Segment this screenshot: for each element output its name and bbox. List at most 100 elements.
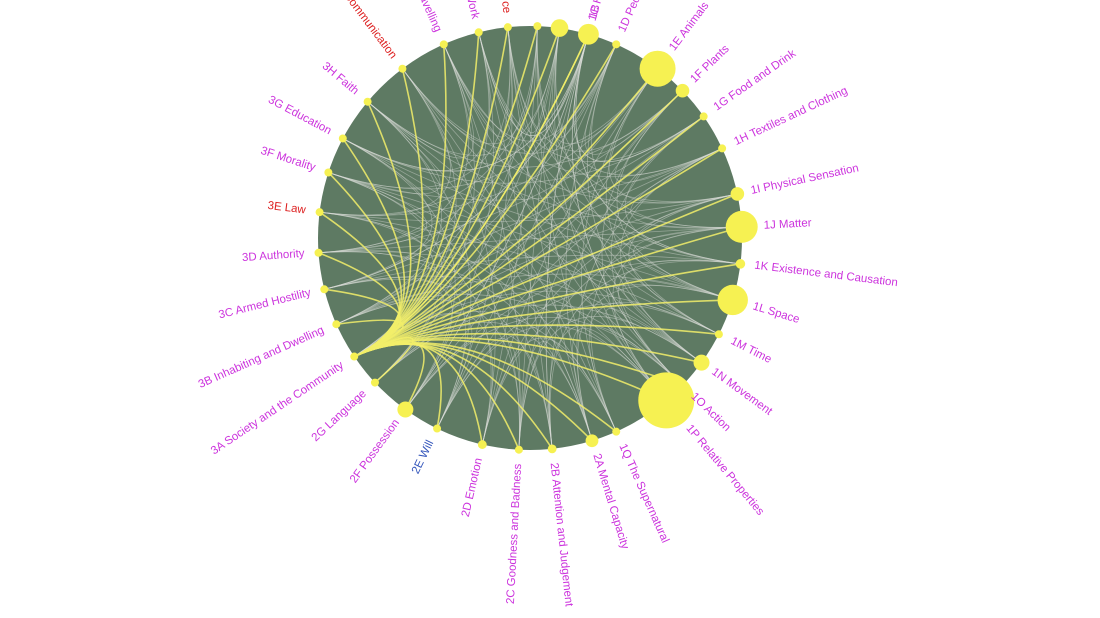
node-circle[interactable]: [699, 112, 708, 121]
chord-link-grey: [336, 273, 733, 325]
node-circle[interactable]: [363, 97, 372, 106]
node-circle[interactable]: [332, 320, 341, 329]
node-circle[interactable]: [314, 248, 323, 257]
chord-link-grey: [575, 34, 741, 265]
node-circle[interactable]: [338, 134, 347, 143]
chord-link-grey: [630, 148, 742, 229]
chord-link-grey: [478, 32, 553, 449]
chord-link-grey: [555, 28, 733, 301]
node-circle[interactable]: [612, 40, 621, 49]
node-circle[interactable]: [533, 22, 542, 31]
chord-link-grey: [328, 27, 511, 189]
node-circle[interactable]: [675, 83, 690, 98]
node-circle[interactable]: [735, 259, 746, 269]
node-circle[interactable]: [477, 440, 487, 449]
chord-link-grey: [605, 68, 720, 335]
chord-link-grey: [342, 32, 491, 172]
chord-link-grey: [328, 148, 723, 201]
node-label: 2A Mental Capacity: [590, 452, 631, 550]
node-circle[interactable]: [717, 284, 748, 316]
chord-link-grey: [590, 193, 738, 432]
chord-link-grey: [507, 27, 560, 134]
chord-link-grey: [536, 26, 738, 202]
chord-link-grey: [374, 319, 473, 429]
node-label: 3G Education: [266, 94, 333, 137]
node-label: 1M Time: [729, 335, 774, 366]
chord-link-grey: [367, 101, 593, 441]
chord-link-grey: [612, 226, 742, 401]
node-circle[interactable]: [725, 210, 758, 243]
node-circle[interactable]: [315, 208, 324, 217]
chord-link-grey: [443, 44, 667, 401]
chord-link-grey: [581, 68, 658, 432]
chord-link-grey: [587, 44, 702, 363]
node-label: Work: [463, 0, 481, 20]
chord-link-grey: [443, 44, 733, 301]
node-label: ce: [499, 1, 512, 14]
chord-link-grey: [443, 44, 723, 178]
node-circle[interactable]: [514, 445, 523, 454]
node-circle[interactable]: [320, 285, 329, 294]
chord-link-grey: [318, 226, 742, 254]
chord-link-grey: [374, 226, 742, 383]
node-circle[interactable]: [474, 28, 483, 37]
chord-link-grey: [328, 172, 733, 301]
chord-link-grey: [342, 138, 741, 265]
chord-link-grey: [328, 44, 617, 190]
node-circle[interactable]: [638, 372, 695, 429]
node-circle[interactable]: [639, 50, 676, 87]
chord-link-grey: [336, 101, 442, 325]
chord-link-grey: [436, 325, 667, 429]
node-circle[interactable]: [730, 187, 745, 201]
chord-link-grey: [405, 260, 741, 410]
chord-link-grey: [328, 172, 520, 450]
chord-link-grey: [318, 251, 466, 429]
node-circle[interactable]: [370, 378, 379, 387]
node-label: 1B: [587, 3, 603, 20]
chord-link-grey: [507, 27, 593, 441]
chord-link-yellow: [353, 336, 414, 384]
node-circle[interactable]: [503, 23, 512, 32]
node-circle[interactable]: [397, 401, 414, 418]
node-circle[interactable]: [585, 434, 599, 448]
chord-link-grey: [402, 68, 496, 445]
chord-link-grey: [367, 44, 475, 159]
node-circle[interactable]: [433, 424, 442, 433]
node-circle[interactable]: [612, 427, 621, 436]
node-label: 3C Armed Hostility: [217, 287, 312, 322]
chord-link-grey: [405, 116, 704, 410]
chord-link-grey: [591, 44, 742, 228]
node-label: 2D Emotion: [460, 457, 485, 518]
chord-link-grey: [324, 138, 433, 290]
node-circle[interactable]: [714, 330, 723, 339]
node-circle[interactable]: [398, 64, 407, 73]
node-label: 3D Authority: [242, 248, 306, 264]
node-circle[interactable]: [439, 40, 448, 49]
chord-link-grey: [436, 148, 723, 429]
chord-link-grey: [402, 68, 617, 432]
chord-link-grey: [571, 34, 683, 386]
node-circle[interactable]: [718, 144, 727, 153]
chord-link-grey: [336, 27, 511, 325]
node-circle[interactable]: [547, 444, 557, 454]
chord-link-grey: [614, 90, 723, 183]
node-circle[interactable]: [324, 168, 333, 177]
node-label: 1H Textiles and Clothing: [732, 85, 849, 148]
chord-link-grey: [620, 148, 723, 363]
node-circle[interactable]: [578, 23, 599, 45]
node-circle[interactable]: [550, 19, 569, 37]
chord-link-grey: [374, 322, 593, 441]
node-circle[interactable]: [693, 354, 710, 371]
chord-link-grey: [436, 44, 617, 429]
node-group: [314, 19, 758, 454]
chord-link-grey: [324, 254, 741, 290]
node-circle[interactable]: [350, 352, 359, 361]
chord-link-grey: [549, 324, 683, 449]
chord-link-grey: [481, 303, 720, 445]
node-label: 1I Physical Sensation: [750, 162, 860, 197]
chord-link-grey: [336, 293, 667, 401]
node-label: 1F Plants: [688, 43, 731, 86]
chord-link-grey: [318, 250, 430, 325]
chord-link-grey: [584, 44, 683, 155]
